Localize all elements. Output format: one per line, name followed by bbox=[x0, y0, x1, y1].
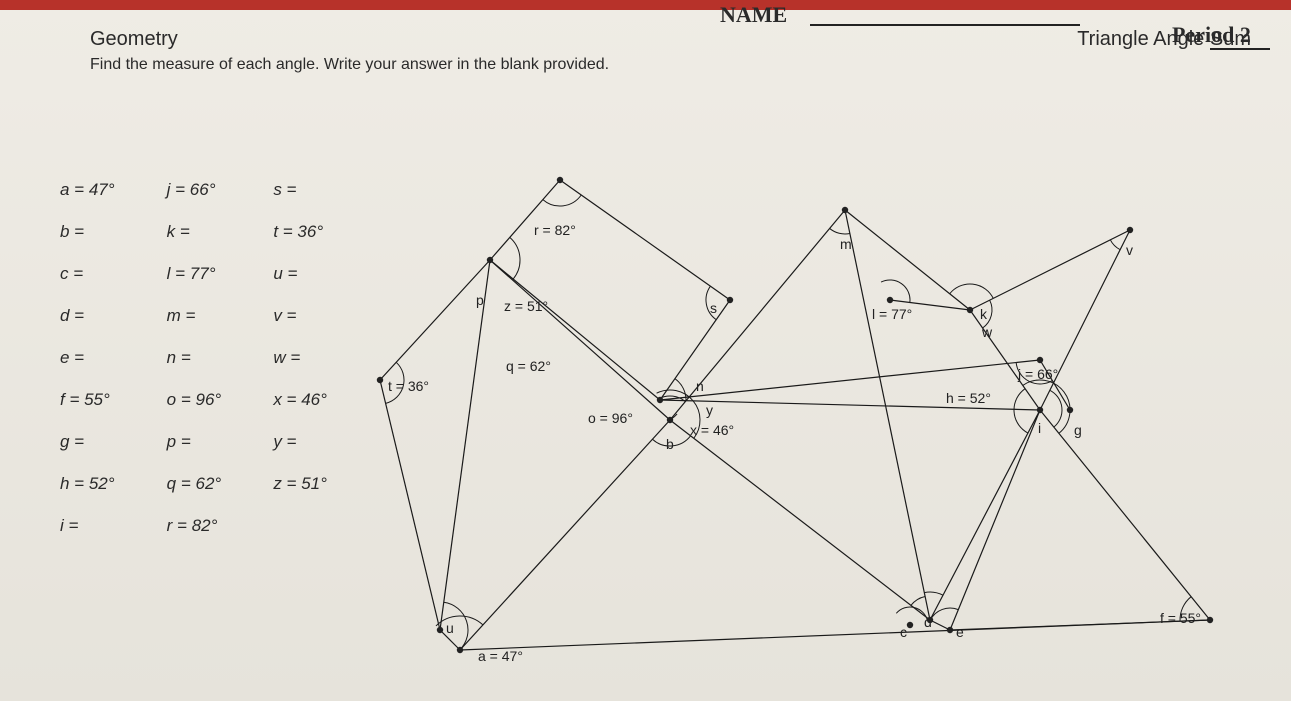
diagram-label: v bbox=[1126, 242, 1133, 258]
diagram-label: j = 66° bbox=[1018, 366, 1058, 382]
answer-cell: z = 51° bbox=[273, 474, 380, 494]
diagram-label: r = 82° bbox=[534, 222, 576, 238]
answer-cell: p = bbox=[167, 432, 274, 452]
worksheet-page: NAME Period 2 Geometry Triangle Angle Su… bbox=[0, 0, 1291, 701]
diagram-label: x = 46° bbox=[690, 422, 734, 438]
answer-cell: h = 52° bbox=[60, 474, 167, 494]
answer-cell: v = bbox=[273, 306, 380, 326]
diagram-label: d bbox=[924, 614, 932, 630]
answer-cell: b = bbox=[60, 222, 167, 242]
diagram-label: s bbox=[710, 300, 717, 316]
answer-cell: q = 62° bbox=[167, 474, 274, 494]
diagram-label: u bbox=[446, 620, 454, 636]
topic-title: Triangle Angle Sum bbox=[1077, 28, 1251, 51]
diagram-label: i bbox=[1038, 420, 1041, 436]
answer-cell: j = 66° bbox=[167, 180, 274, 200]
name-label: NAME bbox=[720, 2, 787, 28]
diagram-label: h = 52° bbox=[946, 390, 991, 406]
answer-cell: f = 55° bbox=[60, 390, 167, 410]
diagram-label: g bbox=[1074, 422, 1082, 438]
answer-cell: m = bbox=[167, 306, 274, 326]
diagram-label: b bbox=[666, 436, 674, 452]
answer-cell: l = 77° bbox=[167, 264, 274, 284]
instructions: Find the measure of each angle. Write yo… bbox=[90, 56, 609, 74]
diagram-label: m bbox=[840, 236, 852, 252]
diagram-label: l = 77° bbox=[872, 306, 912, 322]
diagram-label: k bbox=[980, 306, 987, 322]
answer-cell: a = 47° bbox=[60, 180, 167, 200]
answer-cell: d = bbox=[60, 306, 167, 326]
diagram-label: n bbox=[696, 378, 704, 394]
answer-cell: e = bbox=[60, 348, 167, 368]
answer-cell: o = 96° bbox=[167, 390, 274, 410]
answer-cell: x = 46° bbox=[273, 390, 380, 410]
answer-cell: s = bbox=[273, 180, 380, 200]
name-line bbox=[810, 24, 1080, 26]
answers-grid: a = 47°j = 66°s = b = k = t = 36° c = l =… bbox=[60, 180, 380, 536]
diagram-label: a = 47° bbox=[478, 648, 523, 664]
diagram-label: z = 51° bbox=[504, 298, 548, 314]
answer-cell: i = bbox=[60, 516, 167, 536]
diagram-label: q = 62° bbox=[506, 358, 551, 374]
diagram-label: o = 96° bbox=[588, 410, 633, 426]
geometry-diagram: t = 36° u a = 47° p z = 51° q = 62° r = 82° s o … bbox=[370, 120, 1270, 680]
diagram-label: y bbox=[706, 402, 713, 418]
answer-cell: g = bbox=[60, 432, 167, 452]
diagram-label: e bbox=[956, 624, 964, 640]
answer-cell: n = bbox=[167, 348, 274, 368]
diagram-label: f = 55° bbox=[1160, 610, 1201, 626]
diagram-label: t = 36° bbox=[388, 378, 429, 394]
answer-cell: y = bbox=[273, 432, 380, 452]
answer-cell: w = bbox=[273, 348, 380, 368]
answer-cell bbox=[273, 516, 380, 536]
answer-cell: c = bbox=[60, 264, 167, 284]
answer-cell: r = 82° bbox=[167, 516, 274, 536]
answer-cell: t = 36° bbox=[273, 222, 380, 242]
diagram-label: w bbox=[982, 324, 992, 340]
answer-cell: u = bbox=[273, 264, 380, 284]
title-row: Geometry Triangle Angle Sum bbox=[90, 28, 1251, 51]
answer-cell: k = bbox=[167, 222, 274, 242]
diagram-label: c bbox=[900, 624, 907, 640]
binder-edge bbox=[0, 0, 1291, 10]
diagram-label: p bbox=[476, 292, 484, 308]
course-title: Geometry bbox=[90, 28, 178, 51]
